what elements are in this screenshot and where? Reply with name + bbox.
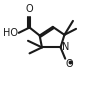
Text: O: O [66,59,74,69]
Text: N: N [62,42,70,52]
Text: HO: HO [3,28,18,38]
Text: O: O [26,4,33,14]
